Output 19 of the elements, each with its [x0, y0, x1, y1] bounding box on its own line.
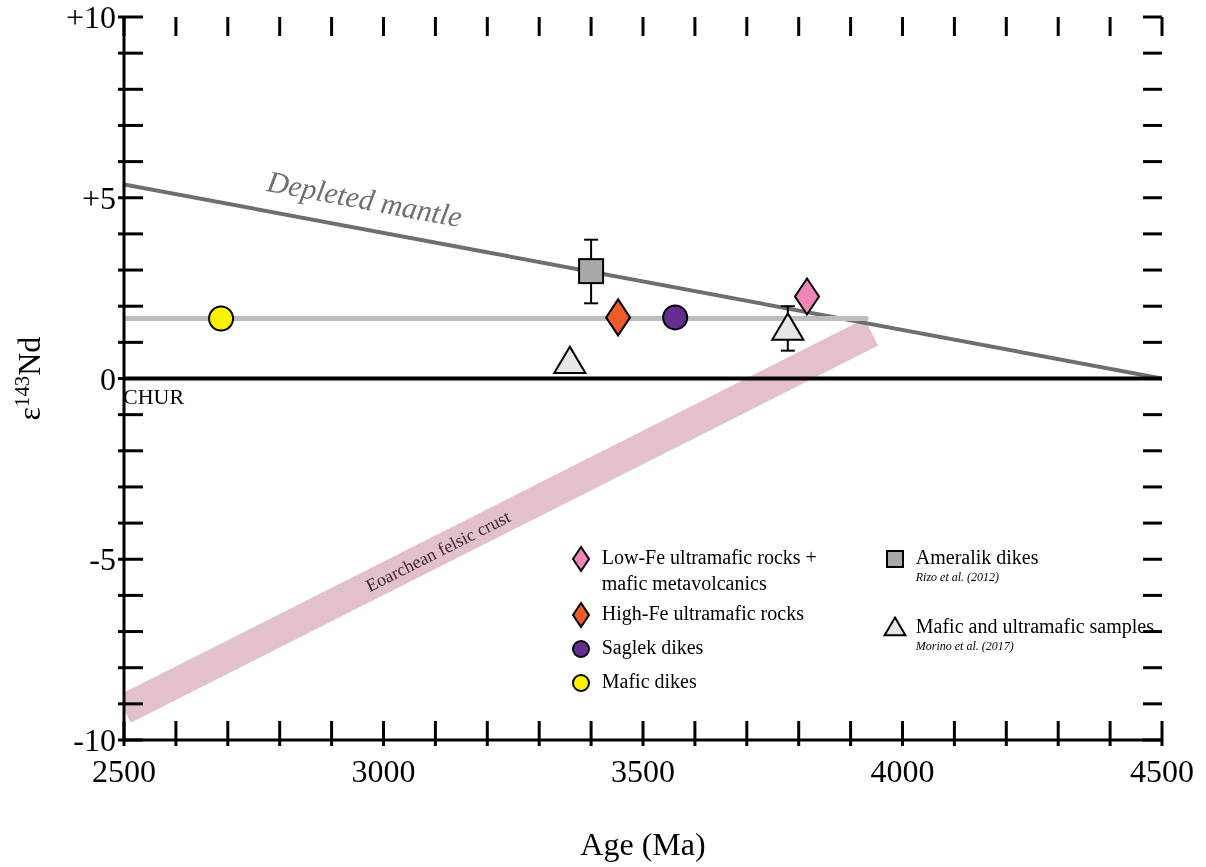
- legend-label: Saglek dikes: [601, 635, 704, 660]
- legend-label: Low-Fe ultramafic rocks + mafic metavolcanics: [601, 545, 818, 596]
- annotation: Rizo et al. (2012): [915, 570, 1001, 585]
- x-tick-label: 3500: [611, 753, 675, 789]
- x-axis-title: Age (Ma): [580, 826, 706, 862]
- legend-label: High-Fe ultramafic rocks: [601, 601, 804, 626]
- ref-line-label: CHUR: [123, 383, 185, 409]
- y-tick-label: -5: [89, 541, 116, 578]
- legend-label: Mafic dikes: [601, 669, 697, 694]
- legend-label: Mafic and ultramafic samples: [915, 614, 1154, 639]
- y-tick-label: +10: [65, 0, 116, 36]
- annotation: Morino et al. (2017): [915, 639, 1015, 654]
- y-tick-label: +5: [81, 179, 116, 216]
- x-tick-label: 3000: [351, 753, 416, 789]
- x-tick-label: 4000: [870, 753, 935, 789]
- x-tick-label: 4500: [1130, 753, 1194, 789]
- y-tick-label: 0: [100, 360, 116, 397]
- text: Depleted mantle: [263, 164, 465, 234]
- legend-label: Ameralik dikes: [915, 545, 1039, 570]
